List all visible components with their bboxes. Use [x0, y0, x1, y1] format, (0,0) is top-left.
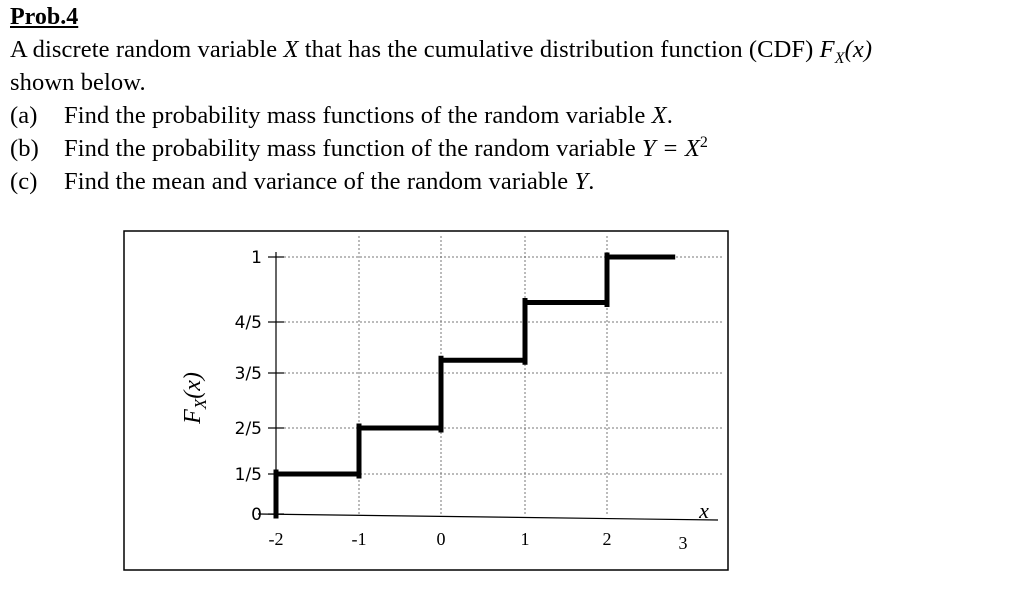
part-b-var: Y = X [642, 135, 700, 162]
part-b-label: (b) [10, 135, 39, 162]
part-a-label: (a) [10, 102, 38, 129]
x-axis [257, 513, 719, 521]
problem-intro-line2: shown below. [10, 69, 146, 96]
y-tick-labels: 0 1/5 2/5 3/5 4/5 1 [235, 248, 262, 525]
axes [257, 252, 719, 521]
part-a-tail: . [666, 102, 673, 129]
x-tick-label: -1 [352, 529, 367, 549]
x-tick-label: 2 [603, 529, 612, 549]
y-tick-label: 4/5 [235, 313, 262, 333]
part-c-label: (c) [10, 168, 38, 195]
x-tick-labels: -2 -1 0 1 2 3 [269, 529, 688, 553]
y-tick-label: 1 [251, 248, 262, 268]
intro-function-arg: (x) [844, 36, 873, 63]
intro-variable: X [283, 36, 299, 63]
part-c-text: Find the mean and variance of the random… [64, 168, 575, 195]
problem-title: Prob.4 [10, 4, 79, 30]
y-tick-label: 1/5 [235, 465, 262, 485]
y-axis-label: FX(x) [180, 372, 210, 425]
problem-intro-line1: A discrete random variable X that has th… [10, 36, 872, 68]
x-tick-label: 0 [437, 529, 446, 549]
x-tick-label: -2 [269, 529, 284, 549]
figure-frame [123, 230, 729, 571]
part-a-var: X [651, 102, 667, 129]
part-c: (c) Find the mean and variance of the ran… [10, 168, 594, 196]
part-a: (a) Find the probability mass functions o… [10, 102, 673, 130]
x-tick-label: 1 [521, 529, 530, 549]
intro-function: FX(x) [819, 36, 873, 67]
y-tick-label: 3/5 [235, 364, 262, 384]
x-tick-label: 3 [679, 533, 688, 553]
part-b-sup: 2 [699, 133, 709, 151]
part-c-tail: . [588, 168, 595, 195]
x-axis-label: x [698, 498, 709, 523]
y-tick-label: 0 [251, 505, 262, 525]
part-c-var: Y [574, 168, 589, 195]
y-tick-label: 2/5 [235, 419, 262, 439]
intro-function-sub: X [834, 49, 845, 67]
part-b-text: Find the probability mass function of th… [64, 135, 643, 162]
cdf-steps [273, 252, 676, 519]
intro-text-mid: that has the cumulative distribution fun… [298, 36, 820, 63]
part-b: (b) Find the probability mass function of… [10, 133, 709, 163]
part-a-text: Find the probability mass functions of t… [64, 102, 652, 129]
intro-text-pre: A discrete random variable [10, 36, 284, 63]
intro-function-name: F [819, 36, 835, 63]
